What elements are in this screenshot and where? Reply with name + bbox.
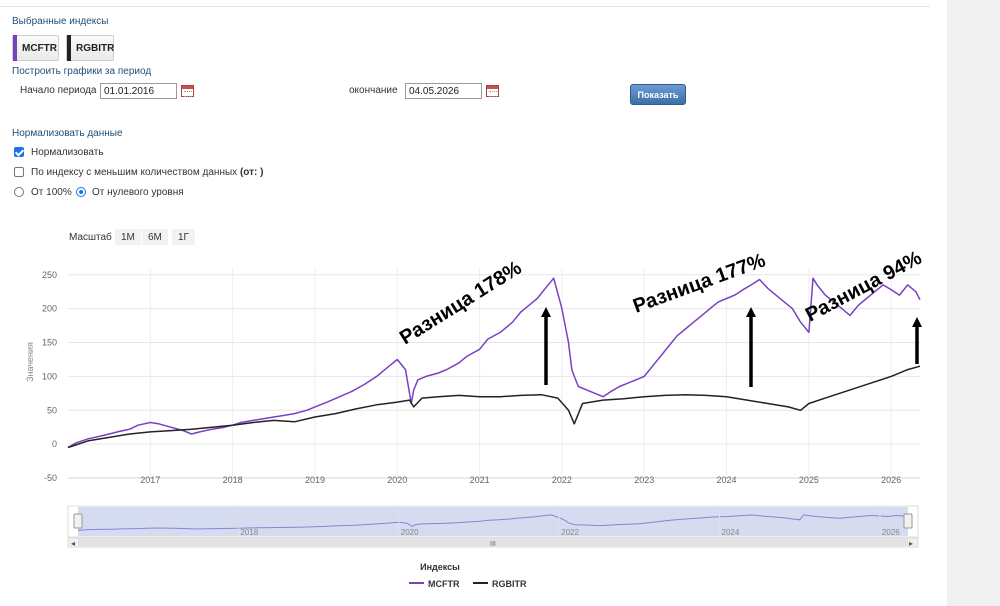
radio-from-zero[interactable]	[76, 187, 86, 197]
by-index-label: По индексу с меньшим количеством данных …	[31, 167, 263, 178]
navigator-tick-label: 2020	[401, 528, 419, 537]
series-line-mcftr	[67, 277, 921, 449]
annotation-label: Разница 178%	[396, 257, 526, 350]
navigator-scrollbar-thumb[interactable]	[78, 539, 908, 546]
by-index-checkbox[interactable]	[14, 167, 24, 177]
index-label: RGBITR	[76, 42, 115, 54]
page-gutter	[947, 0, 1000, 606]
y-tick-label: 50	[47, 405, 57, 415]
index-color-marker	[67, 35, 71, 61]
index-button-rgbitr[interactable]: RGBITR	[66, 35, 114, 61]
x-tick-label: 2018	[223, 475, 243, 485]
normalize-checkbox[interactable]	[14, 147, 24, 157]
series-line-rgbitr	[67, 365, 921, 449]
normalize-title: Нормализовать данные	[12, 128, 123, 139]
selected-indices-title: Выбранные индексы	[12, 16, 109, 27]
scroll-left-icon: ◂	[71, 539, 75, 548]
annotation-arrow-head	[541, 307, 551, 317]
x-tick-label: 2023	[634, 475, 654, 485]
top-divider	[0, 6, 930, 7]
period-title: Построить графики за период	[12, 66, 152, 77]
calendar-icon[interactable]	[486, 85, 499, 97]
annotation-label: Разница 177%	[630, 249, 768, 317]
end-date-input[interactable]	[405, 83, 482, 99]
legend-item-mcftr[interactable]: MCFTR	[428, 579, 460, 589]
by-index-text: По индексу с меньшим количеством данных	[31, 167, 238, 178]
zoom-1y-button[interactable]: 1Г	[172, 229, 195, 245]
x-tick-label: 2024	[717, 475, 737, 485]
y-tick-label: 200	[42, 304, 57, 314]
calendar-icon[interactable]	[181, 85, 194, 97]
start-date-input[interactable]	[100, 83, 177, 99]
navigator-selected-range	[78, 507, 908, 536]
zoom-6m-button[interactable]: 6М	[142, 229, 168, 245]
index-color-marker	[13, 35, 17, 61]
end-period-label: окончание	[349, 85, 398, 96]
navigator-tick-label: 2026	[882, 528, 900, 537]
navigator-handle[interactable]	[903, 513, 913, 529]
x-tick-label: 2017	[140, 475, 160, 485]
x-tick-label: 2021	[470, 475, 490, 485]
scroll-right-icon: ▸	[909, 539, 913, 548]
index-label: MCFTR	[22, 42, 57, 54]
legend-item-rgbitr[interactable]: RGBITR	[492, 579, 527, 589]
legend-title: Индексы	[420, 562, 460, 572]
navigator-tick-label: 2024	[722, 528, 740, 537]
radio-from-100[interactable]	[14, 187, 24, 197]
y-tick-label: 150	[42, 338, 57, 348]
annotation-arrow-head	[746, 307, 756, 317]
index-button-mcftr[interactable]: MCFTR	[12, 35, 59, 61]
navigator-tick-label: 2022	[561, 528, 579, 537]
navigator-series-line	[77, 514, 909, 531]
navigator-handle[interactable]	[73, 513, 83, 529]
start-period-label: Начало периода	[20, 85, 97, 96]
navigator-tick-label: 2018	[240, 528, 258, 537]
y-tick-label: 100	[42, 371, 57, 381]
by-index-suffix: (от: )	[239, 167, 264, 178]
x-tick-label: 2022	[552, 475, 572, 485]
x-tick-label: 2020	[387, 475, 407, 485]
radio-from-zero-label: От нулевого уровня	[92, 187, 184, 198]
y-tick-label: -50	[44, 473, 57, 483]
scrollbar-grip-icon: III	[490, 541, 496, 548]
zoom-label: Масштаб	[69, 232, 112, 243]
show-button[interactable]: Показать	[630, 84, 686, 105]
x-tick-label: 2019	[305, 475, 325, 485]
y-tick-label: 250	[42, 270, 57, 280]
radio-from-100-label: От 100%	[31, 187, 72, 198]
normalize-label: Нормализовать	[31, 147, 104, 158]
line-chart[interactable]: 250 200 150 100 50 0 -50 2017 2018 2019 2020 2021 2…	[0, 0, 947, 606]
y-axis-label: Значения	[25, 342, 35, 382]
zoom-1m-button[interactable]: 1М	[115, 229, 141, 245]
y-tick-label: 0	[52, 439, 57, 449]
annotation-arrow-head	[912, 317, 922, 327]
x-tick-label: 2026	[881, 475, 901, 485]
x-tick-label: 2025	[799, 475, 819, 485]
